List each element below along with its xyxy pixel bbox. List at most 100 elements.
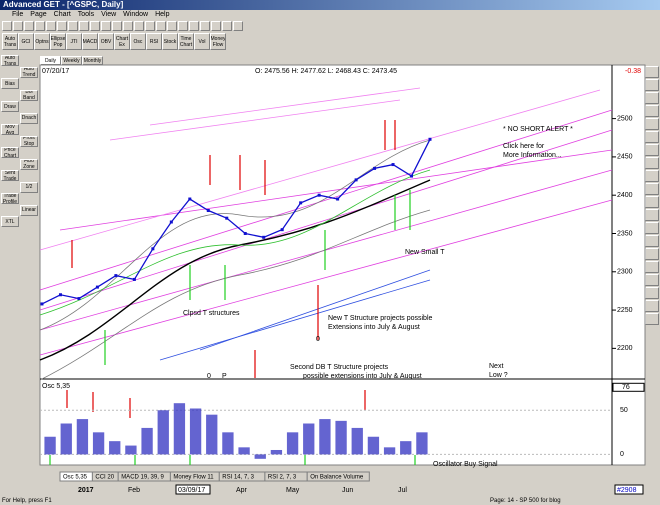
menu-item[interactable]: Window	[123, 11, 149, 18]
toolbar-button[interactable]: MACD	[82, 33, 98, 50]
icon-button[interactable]	[13, 21, 23, 31]
y-tick-label: 2300	[617, 269, 633, 276]
toolbar-button[interactable]: Ellipse Pop	[50, 33, 66, 50]
icon-button[interactable]	[167, 21, 177, 31]
time-label: May	[286, 487, 300, 494]
menu-item[interactable]: Chart	[53, 11, 71, 18]
icon-button[interactable]	[178, 21, 188, 31]
icon-button[interactable]	[101, 21, 111, 31]
period-tab[interactable]: Monthly	[82, 56, 103, 65]
time-box	[175, 484, 211, 495]
status-page: Page: 14 - SP 500 for blog	[490, 498, 561, 504]
chart-date: 07/20/17	[42, 68, 69, 75]
icon-button[interactable]	[90, 21, 100, 31]
oscillator-bar	[173, 403, 186, 455]
oscillator-bar	[141, 427, 153, 455]
icon-button[interactable]	[156, 21, 166, 31]
toolbar-button[interactable]: Auto Trans	[2, 33, 18, 50]
price-bar	[188, 197, 192, 201]
title-bar: Advanced GET - [^GSPC, Daily]	[0, 0, 660, 10]
tool-button[interactable]: Draw	[1, 101, 19, 112]
tool-button[interactable]: XTL	[1, 216, 19, 227]
tool-button[interactable]: Dnach	[20, 112, 38, 124]
y-tick-label: 2350	[617, 230, 633, 237]
tool-button[interactable]: Auto Trans	[1, 55, 19, 66]
y-tick-label: 2450	[617, 154, 633, 161]
indicator-tab[interactable]	[306, 471, 370, 482]
y-tick-label: 50	[620, 407, 628, 414]
annotation: New Small T	[405, 249, 445, 256]
icon-button[interactable]	[112, 21, 122, 31]
menu-item[interactable]: Page	[30, 11, 47, 18]
icon-button[interactable]	[2, 21, 12, 31]
icon-button[interactable]	[134, 21, 144, 31]
toolbar-button[interactable]: Osc	[130, 33, 146, 50]
tool-button[interactable]: Price Chart	[1, 147, 19, 158]
oscillator-bar	[335, 420, 347, 455]
tool-button[interactable]: Fibo Zone	[20, 158, 38, 170]
status-bar	[0, 496, 660, 505]
period-tab[interactable]: Daily	[40, 56, 61, 65]
icon-button[interactable]	[189, 21, 199, 31]
toolbar-button[interactable]: Chart Ex	[114, 33, 130, 50]
toolbar-button[interactable]: RSI	[146, 33, 162, 50]
tool-button[interactable]: Mov Avg	[1, 124, 19, 135]
annotation: 0	[207, 373, 211, 380]
tool-button[interactable]: Linear	[20, 204, 38, 216]
menu-item[interactable]: View	[101, 11, 117, 18]
menu-item[interactable]: File	[12, 11, 24, 18]
icon-button[interactable]	[68, 21, 78, 31]
toolbar-button[interactable]: JTI	[66, 33, 82, 50]
icon-button[interactable]	[79, 21, 89, 31]
indicator-tab-label: MACD 19, 39, 9	[121, 475, 164, 481]
time-label: #2908	[617, 487, 637, 494]
toolbar-button[interactable]: Money Flow	[210, 33, 226, 50]
price-bar	[169, 220, 173, 224]
price-bar	[225, 216, 229, 220]
price-bar	[243, 231, 247, 235]
icon-button[interactable]	[222, 21, 232, 31]
icon-button[interactable]	[123, 21, 133, 31]
menu-bar: File Page Chart Tools View Window Help	[0, 10, 660, 20]
tool-button[interactable]: Auto Trend	[20, 66, 38, 78]
toolbar-button[interactable]: Time Chart	[178, 33, 194, 50]
annotation[interactable]: * NO SHORT ALERT *	[503, 126, 573, 133]
toolbar-button[interactable]: GCI	[18, 33, 34, 50]
toolbar-button[interactable]: Optns	[34, 33, 50, 50]
icon-button[interactable]	[24, 21, 34, 31]
decor-lines	[39, 87, 613, 381]
price-bar	[336, 197, 340, 201]
time-label: Jul	[398, 487, 407, 494]
toolbar-button[interactable]: Vol	[194, 33, 210, 50]
icon-button[interactable]	[233, 21, 243, 31]
toolbar-button[interactable]: OBV	[98, 33, 114, 50]
oscillator-bar	[76, 419, 89, 455]
tool-button[interactable]: 1/2	[20, 181, 38, 193]
price-bar	[95, 285, 99, 289]
tool-button[interactable]: Bias	[1, 78, 19, 89]
price-bar	[262, 235, 266, 239]
price-bar	[132, 277, 136, 281]
menu-item[interactable]: Tools	[77, 11, 95, 18]
icon-button[interactable]	[57, 21, 67, 31]
tool-button[interactable]: Bol Band	[20, 89, 38, 101]
annotation[interactable]: More Information...	[503, 152, 562, 159]
icon-button[interactable]	[200, 21, 210, 31]
icon-button[interactable]	[145, 21, 155, 31]
oscillator-bar	[109, 441, 121, 455]
price-bar	[206, 209, 210, 213]
price-bar	[299, 201, 303, 205]
icon-button[interactable]	[46, 21, 56, 31]
icon-button[interactable]	[211, 21, 221, 31]
tool-button[interactable]: Profit Stop	[20, 135, 38, 147]
tool-button[interactable]: Sent Trade	[1, 170, 19, 181]
period-tab[interactable]: Weekly	[61, 56, 82, 65]
oscillator-bar	[222, 432, 234, 455]
time-box	[614, 484, 644, 495]
menu-item[interactable]: Help	[155, 11, 170, 18]
toolbar-button[interactable]: Stock	[162, 33, 178, 50]
tool-button[interactable]: Trade Profile	[1, 193, 19, 204]
annotation[interactable]: Click here for	[503, 143, 545, 150]
icon-button[interactable]	[35, 21, 45, 31]
current-value-box	[612, 382, 645, 392]
